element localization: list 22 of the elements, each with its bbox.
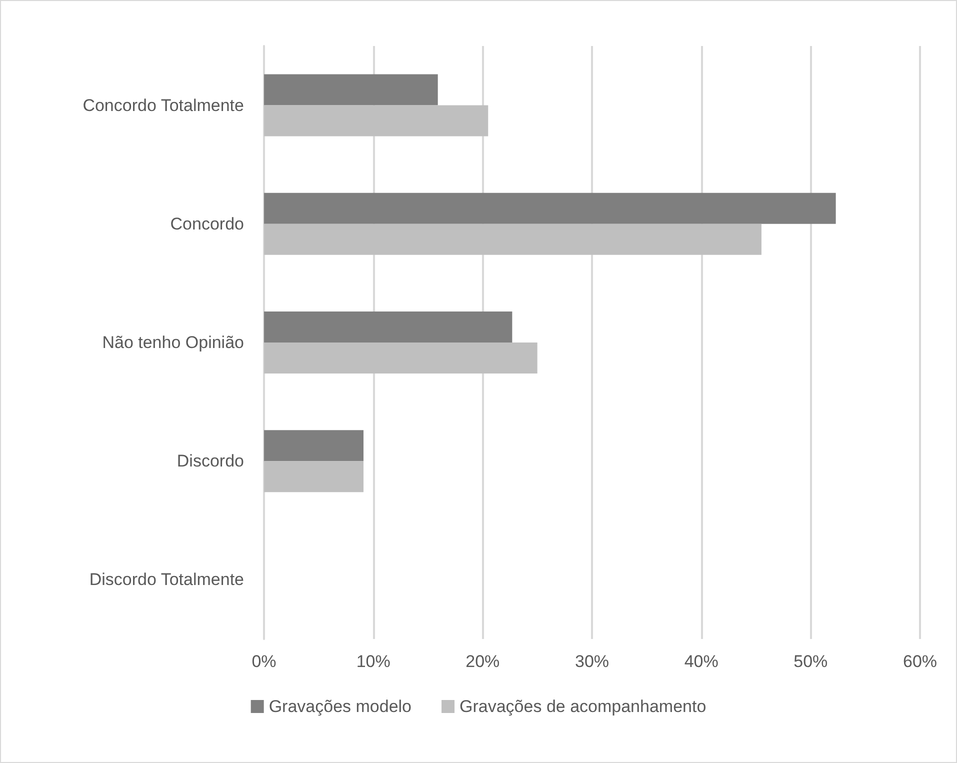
x-tick-label: 40% — [684, 652, 718, 671]
y-tick-label: Discordo — [176, 452, 244, 471]
bar — [264, 461, 364, 492]
bar — [264, 342, 538, 374]
y-tick-label: Discordo Totalmente — [89, 570, 244, 590]
x-tick-label: 0% — [252, 652, 276, 671]
legend-label: Gravações modelo — [268, 697, 412, 716]
y-tick-label: Não tenho Opinião — [102, 333, 244, 352]
legend-label: Gravações de acompanhamento — [460, 697, 706, 716]
x-tick-label: 10% — [356, 652, 390, 671]
bar — [264, 224, 762, 255]
x-tick-label: 20% — [466, 652, 500, 671]
x-tick-label: 50% — [794, 652, 828, 671]
bar — [264, 312, 512, 342]
bar — [264, 74, 438, 106]
y-tick-label: Concordo — [170, 214, 244, 234]
y-tick-label: Concordo Totalmente — [82, 96, 244, 115]
x-tick-label: 30% — [574, 652, 610, 671]
bar — [264, 105, 488, 136]
bar — [264, 430, 364, 462]
x-tick-label: 60% — [902, 652, 938, 671]
bar — [264, 192, 836, 224]
